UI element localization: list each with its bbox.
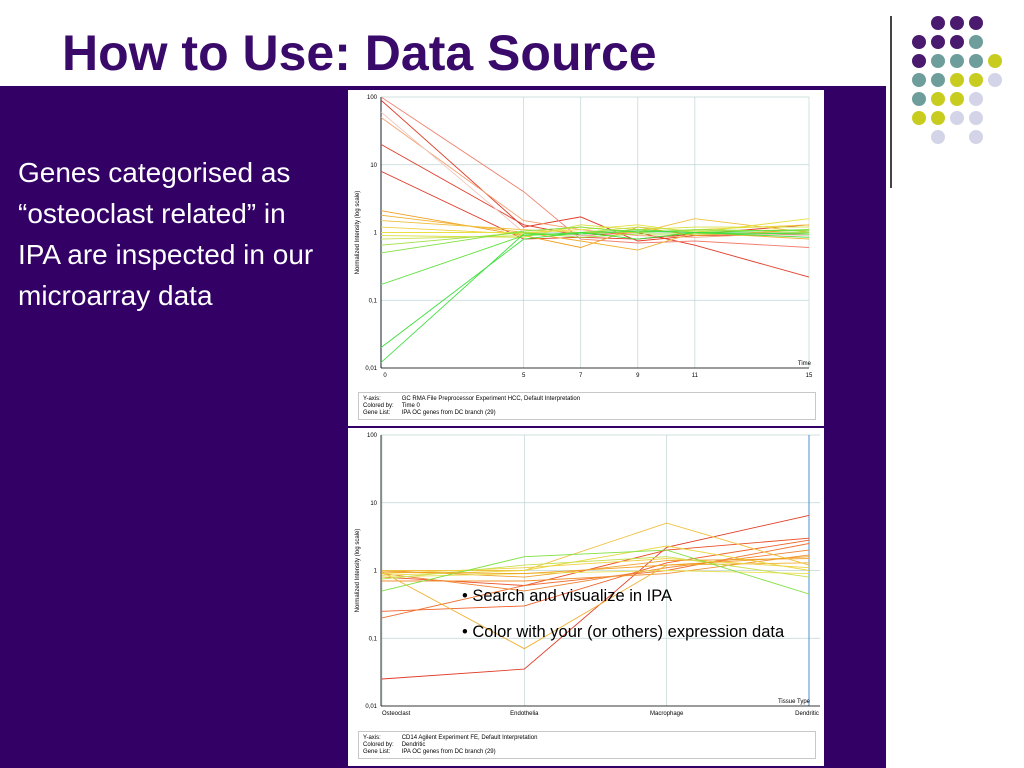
bullet-item: • Color with your (or others) expression… — [462, 623, 785, 641]
series-line-17 — [380, 232, 810, 348]
series-line-7 — [381, 562, 810, 650]
lavender-dot — [988, 73, 1002, 87]
info-label: Y-axis: — [363, 735, 381, 741]
purple-dot — [912, 35, 926, 49]
x-tick-label: 11 — [692, 373, 699, 379]
y-tick-label: 10 — [370, 163, 377, 169]
info-label: Gene List: — [363, 749, 391, 755]
series-line-15 — [380, 229, 810, 286]
yellow-dot — [950, 73, 964, 87]
teal-dot — [969, 35, 983, 49]
info-value: IPA OC genes from DC branch (29) — [401, 410, 496, 416]
lavender-dot — [969, 130, 983, 144]
y-tick-label: 0,01 — [365, 366, 377, 372]
y-tick-label: 100 — [367, 95, 378, 101]
y-tick-label: 0,1 — [369, 298, 378, 304]
x-tick-label: Endothelia — [510, 711, 539, 717]
tissue-type-chart: 100 10 1 0,1 0,01 Osteoclast Endothelia Macroph… — [348, 428, 824, 766]
teal-dot — [969, 54, 983, 68]
teal-dot — [912, 92, 926, 106]
teal-dot — [912, 73, 926, 87]
purple-dot — [950, 35, 964, 49]
teal-dot — [950, 54, 964, 68]
purple-dot — [931, 16, 945, 30]
series-line-0 — [381, 514, 810, 680]
time-series-plot: 100 10 1 0,1 0,01 0 5 7 9 11 15 Normalized Intensit… — [355, 95, 813, 379]
series-line-14 — [381, 556, 810, 575]
divider-line — [890, 16, 892, 188]
time-series-chart: 100 10 1 0,1 0,01 0 5 7 9 11 15 Normalized Intensit… — [348, 90, 824, 426]
tissue-type-plot: 100 10 1 0,1 0,01 Osteoclast Endothelia Macroph… — [355, 433, 820, 717]
x-axis-label: Time — [798, 361, 812, 367]
bullet-item: • Search and visualize in IPA — [462, 587, 672, 605]
teal-dot — [931, 73, 945, 87]
info-label: Gene List: — [363, 410, 391, 416]
series-line-5 — [380, 111, 810, 237]
x-tick-label: Dendritic — [795, 711, 819, 717]
x-tick-label: 9 — [636, 373, 640, 379]
y-tick-label: 1 — [374, 231, 378, 237]
info-value: Time 0 — [401, 403, 420, 409]
lavender-dot — [969, 92, 983, 106]
info-value: GC RMA File Preprocessor Experiment HCC,… — [401, 396, 581, 402]
yellow-dot — [988, 54, 1002, 68]
series-line-4 — [381, 549, 810, 592]
series-line-3 — [380, 96, 810, 248]
purple-dot — [950, 16, 964, 30]
series-line-2 — [381, 539, 810, 612]
y-tick-label: 10 — [370, 501, 377, 507]
series-line-11 — [380, 224, 809, 238]
x-tick-label: Osteoclast — [382, 711, 411, 717]
info-value: IPA OC genes from DC branch (29) — [401, 749, 496, 755]
chart-info-box: Y-axis: GC RMA File Preprocessor Experime… — [358, 392, 816, 420]
series-line-1 — [380, 144, 810, 278]
yellow-dot — [931, 111, 945, 125]
y-tick-label: 1 — [374, 569, 378, 575]
series-line-2 — [380, 170, 810, 240]
x-axis-label: Tissue Type — [778, 699, 811, 705]
info-value: CD14 Agilent Experiment FE, Default Inte… — [401, 735, 538, 741]
info-label: Y-axis: — [363, 396, 381, 402]
series-line-13 — [381, 549, 810, 595]
purple-dot — [969, 16, 983, 30]
series-line-3 — [381, 543, 810, 619]
bullet-list: • Search and visualize in IPA • Color wi… — [462, 578, 784, 650]
x-tick-label: Macrophage — [650, 711, 684, 717]
info-label: Colored by: — [363, 742, 394, 748]
purple-dot — [912, 54, 926, 68]
lavender-dot — [969, 111, 983, 125]
decorative-dot-grid — [912, 16, 1002, 144]
yellow-dot — [931, 92, 945, 106]
slide-title: How to Use: Data Source — [62, 25, 657, 81]
yellow-dot — [912, 111, 926, 125]
teal-dot — [931, 54, 945, 68]
series-line-9 — [381, 558, 810, 575]
y-tick-label: 0,1 — [369, 636, 378, 642]
series-line-0 — [380, 99, 810, 242]
x-tick-label: 7 — [579, 373, 583, 379]
x-tick-label: 0 — [383, 373, 387, 379]
series-line-16 — [380, 230, 810, 363]
purple-dot — [931, 35, 945, 49]
series-line-4 — [380, 117, 810, 238]
series-line-12 — [381, 556, 810, 580]
chart-info-box: Y-axis: CD14 Agilent Experiment FE, Defau… — [358, 731, 816, 759]
yellow-dot — [950, 92, 964, 106]
slide-body-text: Genes categorised as “osteoclast related… — [18, 157, 314, 311]
y-axis-label: Normalized Intensity (log scale) — [355, 191, 361, 275]
x-tick-label: 15 — [806, 373, 813, 379]
yellow-dot — [969, 73, 983, 87]
y-tick-label: 100 — [367, 433, 378, 439]
series-line-6 — [380, 210, 810, 248]
y-axis-label: Normalized Intensity (log scale) — [355, 529, 361, 613]
y-tick-label: 0,01 — [365, 704, 377, 710]
x-tick-label: 5 — [522, 373, 526, 379]
info-label: Colored by: — [363, 403, 394, 409]
series-line-14 — [380, 226, 810, 254]
lavender-dot — [950, 111, 964, 125]
info-value: Dendritic — [401, 742, 426, 748]
lavender-dot — [931, 130, 945, 144]
